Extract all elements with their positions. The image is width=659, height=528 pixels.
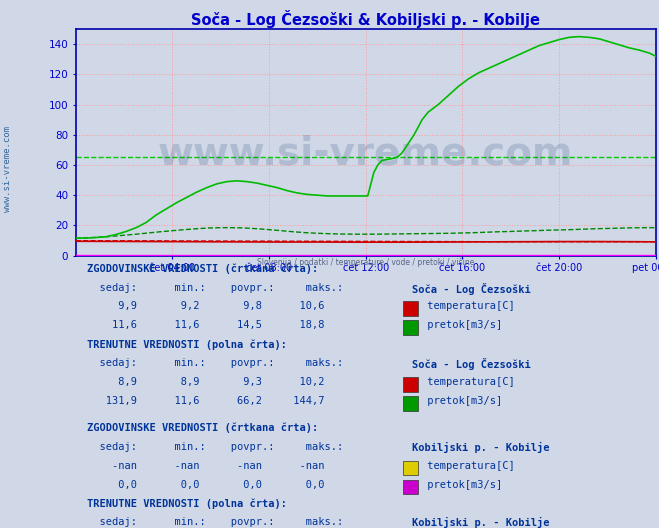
Bar xyxy=(403,320,418,335)
Text: sedaj:      min.:    povpr.:     maks.:: sedaj: min.: povpr.: maks.: xyxy=(88,442,343,452)
Title: Soča - Log Čezsoški & Kobiljski p. - Kobilje: Soča - Log Čezsoški & Kobiljski p. - Kob… xyxy=(191,10,540,28)
Text: Soča - Log Čezsoški: Soča - Log Čezsoški xyxy=(412,358,531,370)
Text: sedaj:      min.:    povpr.:     maks.:: sedaj: min.: povpr.: maks.: xyxy=(88,282,343,293)
Text: Kobiljski p. - Kobilje: Kobiljski p. - Kobilje xyxy=(412,442,550,453)
Text: 0,0       0,0       0,0       0,0: 0,0 0,0 0,0 0,0 xyxy=(88,479,325,489)
Text: Slovenija / podatki / temperature / vode / pretoki / višine: Slovenija / podatki / temperature / vode… xyxy=(257,258,474,267)
Bar xyxy=(403,396,418,411)
Text: pretok[m3/s]: pretok[m3/s] xyxy=(421,479,502,489)
Text: www.si-vreme.com: www.si-vreme.com xyxy=(158,135,573,173)
Text: 9,9       9,2       9,8      10,6: 9,9 9,2 9,8 10,6 xyxy=(88,301,325,312)
Bar xyxy=(403,479,418,494)
Text: temperatura[C]: temperatura[C] xyxy=(421,460,515,470)
Text: ZGODOVINSKE VREDNOSTI (črtkana črta):: ZGODOVINSKE VREDNOSTI (črtkana črta): xyxy=(88,263,319,274)
Text: www.si-vreme.com: www.si-vreme.com xyxy=(3,126,13,212)
Text: temperatura[C]: temperatura[C] xyxy=(421,377,515,387)
Text: temperatura[C]: temperatura[C] xyxy=(421,301,515,312)
Bar xyxy=(403,460,418,475)
Text: ZGODOVINSKE VREDNOSTI (črtkana črta):: ZGODOVINSKE VREDNOSTI (črtkana črta): xyxy=(88,423,319,433)
Text: sedaj:      min.:    povpr.:     maks.:: sedaj: min.: povpr.: maks.: xyxy=(88,517,343,527)
Text: Kobiljski p. - Kobilje: Kobiljski p. - Kobilje xyxy=(412,517,550,528)
Text: pretok[m3/s]: pretok[m3/s] xyxy=(421,320,502,331)
Text: 8,9       8,9       9,3      10,2: 8,9 8,9 9,3 10,2 xyxy=(88,377,325,387)
Text: sedaj:      min.:    povpr.:     maks.:: sedaj: min.: povpr.: maks.: xyxy=(88,358,343,368)
Text: 131,9      11,6      66,2     144,7: 131,9 11,6 66,2 144,7 xyxy=(88,396,325,406)
Text: pretok[m3/s]: pretok[m3/s] xyxy=(421,396,502,406)
Text: TRENUTNE VREDNOSTI (polna črta):: TRENUTNE VREDNOSTI (polna črta): xyxy=(88,498,287,509)
Text: TRENUTNE VREDNOSTI (polna črta):: TRENUTNE VREDNOSTI (polna črta): xyxy=(88,340,287,350)
Bar xyxy=(403,377,418,392)
Text: Soča - Log Čezsoški: Soča - Log Čezsoški xyxy=(412,282,531,295)
Text: -nan      -nan      -nan      -nan: -nan -nan -nan -nan xyxy=(88,460,325,470)
Bar xyxy=(403,301,418,316)
Text: 11,6      11,6      14,5      18,8: 11,6 11,6 14,5 18,8 xyxy=(88,320,325,331)
